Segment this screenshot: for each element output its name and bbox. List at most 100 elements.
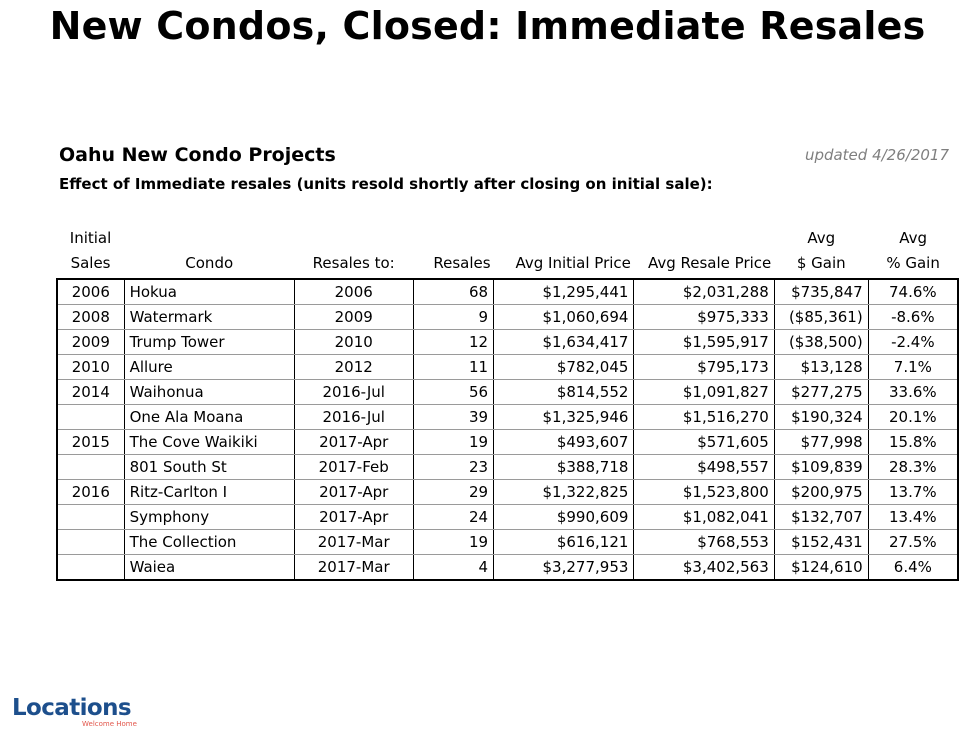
cell-condo: Watermark bbox=[123, 304, 295, 330]
slide-title: New Condos, Closed: Immediate Resales bbox=[49, 4, 926, 48]
cell-avg-initial-price: $990,609 bbox=[493, 504, 635, 530]
header-initial-sales: Initial Sales bbox=[57, 225, 124, 279]
header-avg-pct-gain-line2: % Gain bbox=[886, 254, 940, 272]
cell-avg-pct-gain: 20.1% bbox=[867, 404, 959, 430]
table-row: 2009 Trump Tower 2010 12 $1,634,417 $1,5… bbox=[55, 329, 959, 355]
cell-avg-pct-gain: 7.1% bbox=[867, 354, 959, 380]
cell-condo: 801 South St bbox=[123, 454, 295, 480]
cell-avg-pct-gain: 33.6% bbox=[867, 379, 959, 405]
cell-resales-to: 2017-Mar bbox=[293, 554, 414, 581]
cell-avg-gain: $109,839 bbox=[773, 454, 869, 480]
locations-logo: Locations Welcome Home bbox=[12, 694, 137, 732]
cell-resales: 29 bbox=[412, 479, 495, 505]
cell-initial-sales bbox=[55, 454, 125, 480]
header-avg-gain-line1: Avg bbox=[807, 229, 836, 247]
cell-resales-to: 2017-Mar bbox=[293, 529, 414, 555]
cell-avg-initial-price: $1,322,825 bbox=[493, 479, 635, 505]
cell-avg-initial-price: $388,718 bbox=[493, 454, 635, 480]
header-initial-sales-line2: Sales bbox=[70, 254, 111, 272]
table-row: 2006 Hokua 2006 68 $1,295,441 $2,031,288… bbox=[55, 278, 959, 305]
header-initial-sales-line1: Initial bbox=[69, 229, 112, 247]
cell-resales-to: 2016-Jul bbox=[293, 379, 414, 405]
cell-avg-resale-price: $1,082,041 bbox=[633, 504, 775, 530]
resales-table: Initial Sales Condo Resales to: Resales … bbox=[55, 225, 959, 581]
cell-initial-sales: 2008 bbox=[55, 304, 125, 330]
cell-resales-to: 2012 bbox=[293, 354, 414, 380]
cell-avg-initial-price: $1,295,441 bbox=[493, 278, 635, 305]
cell-avg-pct-gain: -2.4% bbox=[867, 329, 959, 355]
table-row: Symphony 2017-Apr 24 $990,609 $1,082,041… bbox=[55, 504, 959, 530]
cell-initial-sales: 2016 bbox=[55, 479, 125, 505]
cell-avg-initial-price: $3,277,953 bbox=[493, 554, 635, 581]
cell-resales: 23 bbox=[412, 454, 495, 480]
cell-avg-gain: $152,431 bbox=[773, 529, 869, 555]
cell-avg-resale-price: $1,091,827 bbox=[633, 379, 775, 405]
header-avg-pct-gain: Avg % Gain bbox=[868, 225, 958, 279]
cell-avg-gain: $77,998 bbox=[773, 429, 869, 455]
cell-avg-pct-gain: 27.5% bbox=[867, 529, 959, 555]
cell-initial-sales bbox=[55, 404, 125, 430]
cell-avg-gain: $13,128 bbox=[773, 354, 869, 380]
cell-avg-resale-price: $768,553 bbox=[633, 529, 775, 555]
cell-avg-resale-price: $1,523,800 bbox=[633, 479, 775, 505]
table-row: 2016 Ritz-Carlton I 2017-Apr 29 $1,322,8… bbox=[55, 479, 959, 505]
cell-condo: Allure bbox=[123, 354, 295, 380]
cell-avg-gain: $132,707 bbox=[773, 504, 869, 530]
table-row: The Collection 2017-Mar 19 $616,121 $768… bbox=[55, 529, 959, 555]
cell-avg-resale-price: $2,031,288 bbox=[633, 278, 775, 305]
cell-condo: Waihonua bbox=[123, 379, 295, 405]
cell-avg-pct-gain: 13.7% bbox=[867, 479, 959, 505]
cell-resales: 24 bbox=[412, 504, 495, 530]
table-row: 2010 Allure 2012 11 $782,045 $795,173 $1… bbox=[55, 354, 959, 380]
cell-avg-initial-price: $814,552 bbox=[493, 379, 635, 405]
cell-condo: Trump Tower bbox=[123, 329, 295, 355]
cell-condo: Ritz-Carlton I bbox=[123, 479, 295, 505]
table-row: 2014 Waihonua 2016-Jul 56 $814,552 $1,09… bbox=[55, 379, 959, 405]
logo-wordmark: Locations bbox=[12, 695, 132, 721]
cell-condo: Hokua bbox=[123, 278, 295, 305]
cell-resales: 39 bbox=[412, 404, 495, 430]
header-avg-gain: Avg $ Gain bbox=[774, 225, 868, 279]
cell-initial-sales bbox=[55, 504, 125, 530]
cell-resales: 56 bbox=[412, 379, 495, 405]
cell-resales-to: 2010 bbox=[293, 329, 414, 355]
cell-avg-gain: $124,610 bbox=[773, 554, 869, 581]
cell-avg-pct-gain: -8.6% bbox=[867, 304, 959, 330]
cell-condo: One Ala Moana bbox=[123, 404, 295, 430]
cell-avg-pct-gain: 13.4% bbox=[867, 504, 959, 530]
header-avg-gain-line2: $ Gain bbox=[796, 254, 846, 272]
cell-avg-initial-price: $616,121 bbox=[493, 529, 635, 555]
cell-avg-initial-price: $1,634,417 bbox=[493, 329, 635, 355]
updated-date: updated 4/26/2017 bbox=[804, 146, 949, 164]
logo-tagline: Welcome Home bbox=[82, 720, 137, 728]
header-condo: Condo bbox=[185, 254, 234, 272]
cell-initial-sales: 2006 bbox=[55, 278, 125, 305]
cell-resales-to: 2006 bbox=[293, 278, 414, 305]
cell-avg-gain: $735,847 bbox=[773, 278, 869, 305]
cell-condo: The Collection bbox=[123, 529, 295, 555]
header-avg-initial-price: Avg Initial Price bbox=[515, 254, 631, 272]
table-heading: Oahu New Condo Projects bbox=[59, 144, 336, 166]
cell-avg-initial-price: $1,060,694 bbox=[493, 304, 635, 330]
cell-resales: 9 bbox=[412, 304, 495, 330]
cell-resales: 68 bbox=[412, 278, 495, 305]
cell-avg-resale-price: $975,333 bbox=[633, 304, 775, 330]
table-header-row: Initial Sales Condo Resales to: Resales … bbox=[57, 225, 958, 279]
cell-avg-resale-price: $571,605 bbox=[633, 429, 775, 455]
cell-resales-to: 2009 bbox=[293, 304, 414, 330]
cell-initial-sales bbox=[55, 529, 125, 555]
cell-avg-initial-price: $1,325,946 bbox=[493, 404, 635, 430]
cell-initial-sales: 2014 bbox=[55, 379, 125, 405]
cell-avg-gain: ($38,500) bbox=[773, 329, 869, 355]
table-caption: Effect of Immediate resales (units resol… bbox=[59, 175, 713, 193]
cell-initial-sales: 2009 bbox=[55, 329, 125, 355]
cell-avg-pct-gain: 6.4% bbox=[867, 554, 959, 581]
cell-resales: 19 bbox=[412, 529, 495, 555]
cell-condo: Waiea bbox=[123, 554, 295, 581]
cell-initial-sales bbox=[55, 554, 125, 581]
cell-avg-initial-price: $493,607 bbox=[493, 429, 635, 455]
header-avg-resale-price: Avg Resale Price bbox=[647, 254, 772, 272]
table-row: Waiea 2017-Mar 4 $3,277,953 $3,402,563 $… bbox=[55, 554, 959, 581]
header-avg-pct-gain-line1: Avg bbox=[899, 229, 927, 247]
header-resales: Resales bbox=[433, 254, 491, 272]
